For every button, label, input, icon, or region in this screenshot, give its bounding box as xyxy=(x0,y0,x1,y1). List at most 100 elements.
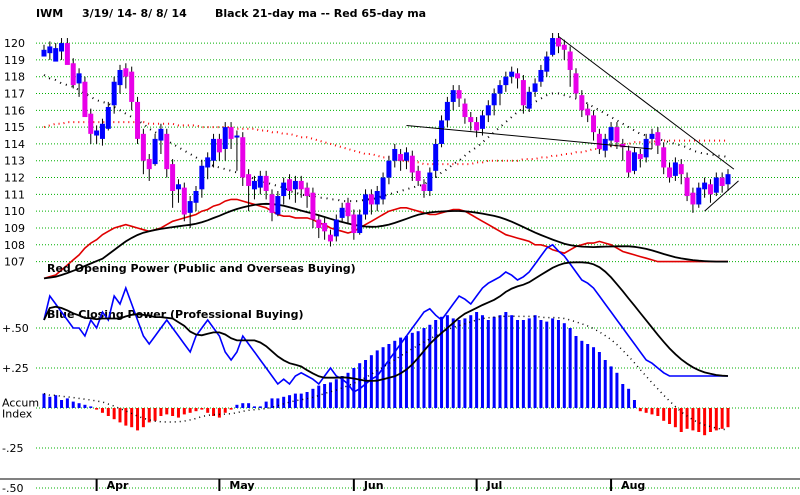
accum-bar xyxy=(229,408,233,410)
candle-up xyxy=(386,160,392,178)
candle-down xyxy=(415,170,421,181)
closing-power-label: Blue Closing Power (Professional Buying) xyxy=(47,308,304,321)
accum-bar xyxy=(358,363,362,408)
accum-bar xyxy=(381,347,385,408)
indicator-tick-label: Accum xyxy=(2,397,39,410)
candle-up xyxy=(59,43,65,52)
candle-down xyxy=(351,214,357,234)
x-tick-label: Jul xyxy=(486,479,503,492)
accum-bar xyxy=(527,318,531,408)
accum-bar xyxy=(638,408,642,412)
candle-down xyxy=(228,127,234,139)
accum-bar xyxy=(83,404,87,408)
candle-down xyxy=(561,44,567,50)
accum-bar xyxy=(627,388,631,408)
accum-bar xyxy=(212,408,216,416)
candle-up xyxy=(696,187,702,205)
candle-up xyxy=(479,115,485,129)
candle-up xyxy=(105,106,111,129)
accum-bar xyxy=(182,408,186,415)
candle-up xyxy=(491,93,497,106)
candle-down xyxy=(468,117,474,123)
accum-bar xyxy=(434,320,438,408)
accum-bar xyxy=(673,408,677,428)
accum-bar xyxy=(305,392,309,408)
ma21-polyline xyxy=(43,74,729,203)
candle-up xyxy=(427,172,433,191)
candle-down xyxy=(181,187,187,215)
candle-up xyxy=(257,175,263,188)
accum-bar xyxy=(258,406,262,408)
accum-bar xyxy=(77,403,81,408)
accum-bar xyxy=(223,408,227,413)
accum-bar xyxy=(375,350,379,408)
accum-bar xyxy=(387,344,391,408)
accum-bar xyxy=(703,408,707,436)
candle-up xyxy=(497,85,503,94)
accum-bar xyxy=(568,328,572,408)
candle-up xyxy=(374,191,380,205)
accum-bar xyxy=(580,340,584,408)
indicator-tick-label: Index xyxy=(2,408,33,421)
candle-down xyxy=(322,222,328,232)
candle-up xyxy=(175,184,181,190)
accum-bar xyxy=(410,332,414,408)
candle-down xyxy=(667,167,673,178)
price-tick-label: 112 xyxy=(4,172,25,185)
accum-bar xyxy=(679,408,683,432)
price-y-axis: 120 119 118 117 116 115 114 113 112 111 110 109 108 1… xyxy=(4,37,25,269)
candle-down xyxy=(298,180,304,190)
candle-up xyxy=(532,83,538,92)
candle-up xyxy=(193,191,199,203)
accum-bar xyxy=(592,347,596,408)
accum-bar xyxy=(510,315,514,408)
trendlines xyxy=(406,35,739,212)
indicator-tick-label: +.25 xyxy=(2,362,29,375)
accum-bar xyxy=(264,401,268,408)
candle-up xyxy=(713,177,719,193)
candle-down xyxy=(146,159,152,170)
candle-up xyxy=(526,91,532,109)
price-tick-label: 117 xyxy=(4,88,25,101)
candle-down xyxy=(655,132,661,146)
candle-down xyxy=(614,127,620,143)
candle-down xyxy=(637,154,643,160)
candle-down xyxy=(304,187,310,197)
candle-down xyxy=(474,122,480,131)
closing-power-ma-polyline xyxy=(43,261,729,382)
accum-bar xyxy=(171,408,175,416)
candle-up xyxy=(403,152,409,161)
candle-up xyxy=(550,38,556,55)
candle-up xyxy=(99,123,105,139)
price-tick-label: 120 xyxy=(4,37,25,50)
accum-bar xyxy=(551,318,555,408)
candle-up xyxy=(702,182,708,190)
candle-down xyxy=(82,81,88,118)
accum-bar xyxy=(480,315,484,408)
indicator-tick-label: +.50 xyxy=(2,322,29,335)
price-tick-label: 113 xyxy=(4,155,25,168)
accum-bar xyxy=(48,396,52,408)
candle-down xyxy=(678,164,684,175)
candle-down xyxy=(409,155,415,173)
indicator-ma-line xyxy=(43,261,729,431)
accum-bar xyxy=(445,315,449,408)
accum-bar xyxy=(95,408,99,410)
accum-bar xyxy=(352,368,356,408)
ma-legend: Black 21-day ma -- Red 65-day ma xyxy=(215,7,426,20)
accum-bar xyxy=(346,372,350,408)
accum-index-bars xyxy=(42,312,730,436)
accum-bar xyxy=(252,406,256,408)
accum-bar xyxy=(153,408,157,421)
accum-bar xyxy=(217,408,221,418)
accum-bar xyxy=(42,393,46,408)
accum-bar xyxy=(650,408,654,415)
accum-bar xyxy=(136,408,140,431)
accum-bar xyxy=(71,401,75,408)
accum-bar xyxy=(632,400,636,408)
ticker: IWM xyxy=(36,7,63,20)
price-tick-label: 115 xyxy=(4,121,25,134)
accum-bar xyxy=(159,408,163,416)
candle-down xyxy=(626,150,632,173)
